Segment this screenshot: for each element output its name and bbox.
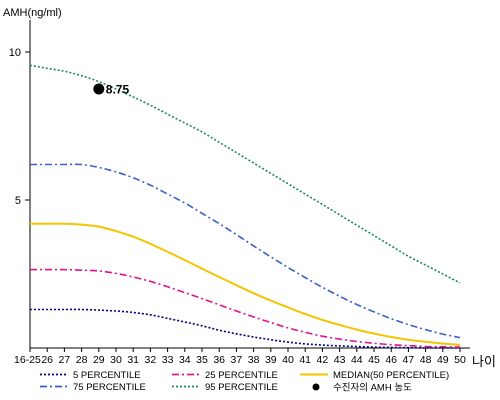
x-tick-label: 43 <box>334 354 346 366</box>
series-line-4 <box>29 64 461 284</box>
y-axis-label: AMH(ng/ml) <box>3 7 62 19</box>
legend-label-1: 25 PERCENTILE <box>205 370 278 381</box>
series-lines <box>29 64 461 349</box>
x-tick-label: 42 <box>317 354 329 366</box>
x-tick-label: 45 <box>368 354 380 366</box>
series-line-1 <box>30 268 461 348</box>
legend-label-2: MEDIAN(50 PERCENTILE) <box>333 370 449 381</box>
x-tick-label: 38 <box>248 354 260 366</box>
x-tick-label: 33 <box>162 354 174 366</box>
x-tick-label: 34 <box>179 354 191 366</box>
x-tick-label: 40 <box>282 354 294 366</box>
legend-marker-label: 수진자의 AMH 농도 <box>333 383 412 394</box>
x-tick-label: 46 <box>385 354 397 366</box>
x-tick-label: 48 <box>420 354 432 366</box>
x-tick-label: 44 <box>351 354 363 366</box>
x-tick-label: 32 <box>145 354 157 366</box>
x-tick-label: 28 <box>76 354 88 366</box>
x-tick-label: 16-25 <box>14 354 41 366</box>
x-tick-label: 41 <box>299 354 311 366</box>
legend-label-4: 95 PERCENTILE <box>205 382 278 393</box>
series-line-2 <box>29 222 461 346</box>
x-tick-label: 36 <box>213 354 225 366</box>
x-axis-label: 나이 <box>472 354 496 369</box>
patient-marker: 8.75 <box>93 83 129 97</box>
marker-value-label: 8.75 <box>106 83 130 97</box>
x-tick-label: 27 <box>59 354 71 366</box>
x-tick-label: 29 <box>93 354 105 366</box>
series-line-3 <box>30 163 461 339</box>
x-ticks: 16-25 26 27 28 29 30 31 32 33 34 35 36 37 38 39 40 41 42 4… <box>14 348 466 366</box>
legend: 5 PERCENTILE 25 PERCENTILE MEDIAN(50 PERCE… <box>40 370 449 394</box>
x-tick-label: 39 <box>265 354 277 366</box>
legend-marker-swatch <box>312 383 320 391</box>
legend-label-3: 75 PERCENTILE <box>73 382 146 393</box>
y-ticks: 5 10 <box>9 47 30 207</box>
legend-label-0: 5 PERCENTILE <box>73 370 141 381</box>
y-tick-label: 5 <box>15 195 21 207</box>
x-tick-label: 35 <box>196 354 208 366</box>
x-tick-label: 50 <box>454 354 466 366</box>
x-tick-label: 47 <box>403 354 415 366</box>
x-tick-label: 26 <box>41 354 53 366</box>
series-line-0 <box>30 308 460 349</box>
y-tick-label: 10 <box>9 47 21 59</box>
x-tick-label: 49 <box>437 354 449 366</box>
x-tick-label: 37 <box>231 354 243 366</box>
marker-point <box>93 83 105 95</box>
x-tick-label: 31 <box>127 354 139 366</box>
x-tick-label: 30 <box>110 354 122 366</box>
